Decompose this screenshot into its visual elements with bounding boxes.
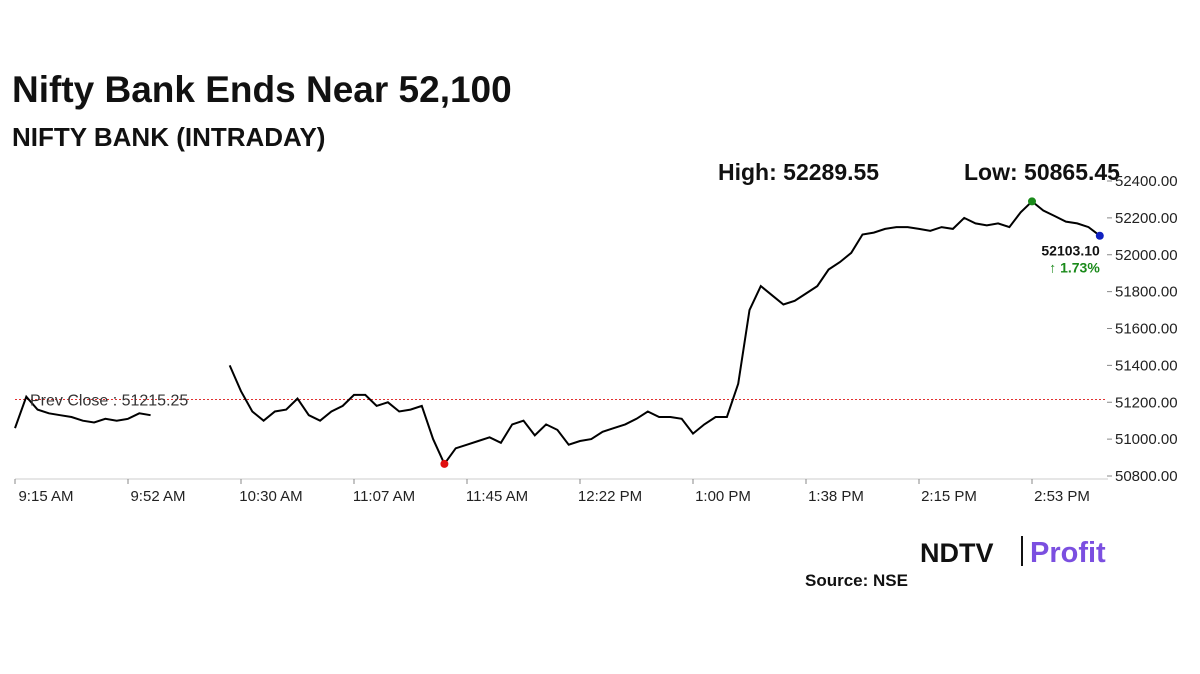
x-tick-label: 1:00 PM	[695, 488, 751, 505]
prev-close-label: Prev Close : 51215.25	[30, 392, 188, 409]
high-dot	[1028, 197, 1036, 206]
x-tick-label: 11:07 AM	[353, 488, 415, 505]
low-label: Low: 50865.45	[964, 159, 1120, 185]
x-tick-label: 11:45 AM	[466, 488, 528, 505]
source: Source: NSE	[805, 571, 908, 590]
y-tick-label: 51400.00	[1115, 357, 1178, 374]
x-tick-label: 10:30 AM	[239, 488, 302, 505]
y-tick-label: 51600.00	[1115, 321, 1178, 338]
y-tick-label: 51800.00	[1115, 284, 1178, 301]
chart-subtitle: NIFTY BANK (INTRADAY)	[12, 122, 325, 152]
x-tick-label: 1:38 PM	[808, 488, 864, 505]
y-tick-label: 51200.00	[1115, 394, 1178, 411]
y-tick-label: 52000.00	[1115, 247, 1178, 264]
y-tick-label: 51000.00	[1115, 431, 1178, 448]
x-tick-label: 9:52 AM	[130, 488, 185, 505]
y-tick-label: 52200.00	[1115, 210, 1178, 227]
last-dot	[1095, 231, 1104, 240]
price-line	[14, 200, 1101, 466]
x-tick-label: 9:15 AM	[18, 488, 73, 505]
last-value-label: 52103.10	[1041, 243, 1100, 259]
y-tick-label: 52400.00	[1115, 173, 1178, 190]
high-label: High: 52289.55	[718, 159, 879, 185]
logo-profit: Profit	[1030, 537, 1106, 569]
x-tick-label: 2:15 PM	[921, 488, 977, 505]
low-dot	[440, 459, 449, 468]
x-tick-label: 2:53 PM	[1034, 488, 1090, 505]
x-tick-label: 12:22 PM	[578, 488, 642, 505]
change-label: ↑ 1.73%	[1049, 260, 1100, 276]
y-tick-label: 50800.00	[1115, 468, 1178, 485]
chart-title: Nifty Bank Ends Near 52,100	[12, 69, 512, 110]
logo-ndtv: NDTV	[920, 538, 994, 568]
